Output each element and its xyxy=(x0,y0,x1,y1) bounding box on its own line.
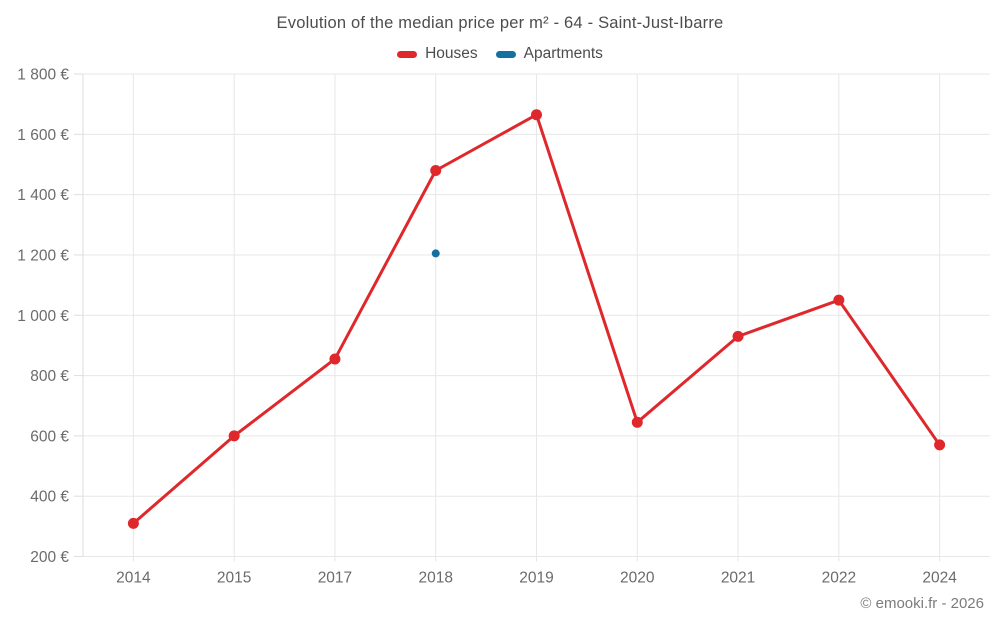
houses-series-swatch-icon xyxy=(397,50,418,58)
houses-data-point[interactable] xyxy=(833,294,845,306)
y-axis-label: 800 € xyxy=(30,368,69,385)
x-axis-label: 2014 xyxy=(116,570,151,587)
houses-data-point[interactable] xyxy=(228,430,240,442)
y-axis-label: 1 600 € xyxy=(17,127,69,144)
chart-title: Evolution of the median price per m² - 6… xyxy=(276,14,724,32)
x-axis-label: 2024 xyxy=(922,570,957,587)
x-axis-label: 2020 xyxy=(620,570,655,587)
houses-data-point[interactable] xyxy=(631,416,643,428)
x-axis-label: 2018 xyxy=(418,570,452,587)
legend-label-apartments: Apartments xyxy=(523,45,603,62)
y-axis-label: 1 200 € xyxy=(17,247,69,264)
y-axis-label: 400 € xyxy=(30,489,69,506)
x-axis-label: 2015 xyxy=(217,570,251,587)
legend: Houses Apartments xyxy=(0,45,1000,63)
legend-item-houses[interactable]: Houses xyxy=(397,45,478,63)
y-axis-label: 600 € xyxy=(30,428,69,445)
houses-data-point[interactable] xyxy=(430,165,442,176)
houses-data-point[interactable] xyxy=(934,439,946,451)
houses-data-point[interactable] xyxy=(127,517,139,529)
y-axis-label: 1 400 € xyxy=(17,187,69,204)
y-axis-label: 1 000 € xyxy=(17,308,69,325)
apartments-data-point[interactable] xyxy=(431,249,440,258)
y-axis-label: 200 € xyxy=(30,549,69,566)
legend-label-houses: Houses xyxy=(425,45,478,62)
x-axis-label: 2017 xyxy=(318,570,352,587)
x-axis-label: 2019 xyxy=(519,570,553,587)
x-axis-label: 2022 xyxy=(822,570,856,587)
houses-data-point[interactable] xyxy=(329,353,341,365)
x-axis-label: 2021 xyxy=(721,570,755,587)
houses-data-point[interactable] xyxy=(531,109,542,121)
legend-item-apartments[interactable]: Apartments xyxy=(495,45,603,63)
apartments-series-swatch-icon xyxy=(495,50,516,58)
houses-data-point[interactable] xyxy=(732,330,744,342)
y-axis-label: 1 800 € xyxy=(17,67,69,84)
copyright: © emooki.fr - 2026 xyxy=(860,595,984,612)
